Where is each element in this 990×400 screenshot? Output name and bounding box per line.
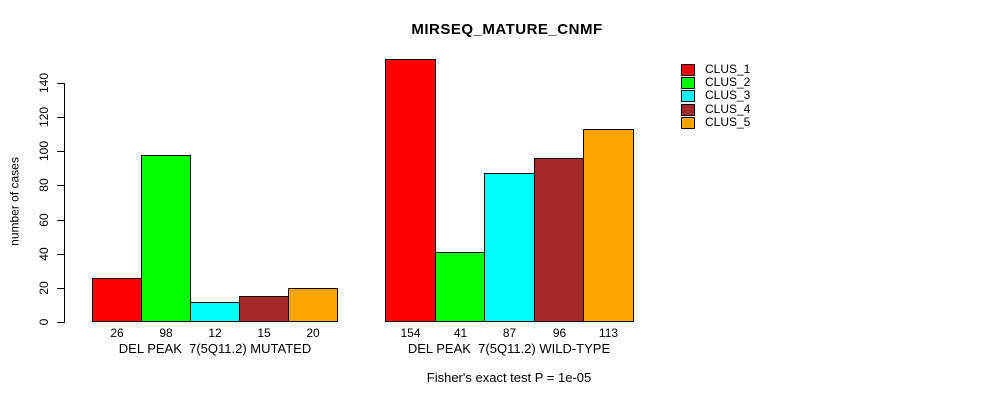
- bar-value-label: 41: [453, 326, 468, 340]
- y-axis-tick-label: 40: [37, 247, 51, 261]
- y-axis-tick: [57, 117, 64, 118]
- y-axis-tick: [57, 322, 64, 323]
- y-axis-tick: [57, 185, 64, 186]
- y-axis-tick: [57, 83, 64, 84]
- y-axis-tick: [57, 254, 64, 255]
- chart-title: MIRSEQ_MATURE_CNMF: [411, 21, 603, 38]
- y-axis-tick-label: 140: [37, 72, 51, 94]
- y-axis-label: number of cases: [7, 157, 22, 246]
- y-axis-tick-label: 100: [37, 140, 51, 162]
- bar-value-label: 12: [208, 326, 222, 340]
- bar-clus_3-group0: [190, 302, 240, 322]
- bar-value-label: 154: [400, 326, 421, 340]
- legend-item-clus_2: CLUS_2: [681, 76, 750, 89]
- legend-item-clus_1: CLUS_1: [681, 63, 750, 76]
- legend-item-clus_5: CLUS_5: [681, 116, 750, 129]
- legend-label: CLUS_3: [705, 88, 751, 102]
- group-label-wildtype: DEL PEAK 7(5Q11.2) WILD-TYPE: [407, 341, 611, 356]
- legend-swatch-icon: [681, 116, 695, 129]
- bar-clus_1-group0: [92, 278, 142, 322]
- bar-clus_5-group0: [288, 288, 338, 322]
- legend-label: CLUS_5: [705, 115, 751, 129]
- legend-label: CLUS_1: [705, 62, 751, 76]
- bar-clus_5-group1: [583, 129, 634, 322]
- y-axis-tick-label: 0: [37, 318, 51, 326]
- y-axis-tick: [57, 220, 64, 221]
- bar-clus_2-group1: [435, 252, 486, 322]
- legend-item-clus_3: CLUS_3: [681, 89, 750, 102]
- bar-value-label: 26: [110, 326, 124, 340]
- bar-clus_4-group1: [534, 158, 585, 322]
- y-axis-tick: [57, 288, 64, 289]
- bar-clus_2-group0: [141, 155, 191, 322]
- bar-value-label: 96: [552, 326, 567, 340]
- bar-clus_4-group0: [239, 296, 289, 322]
- legend-swatch-icon: [681, 63, 695, 76]
- group-label-mutated: DEL PEAK 7(5Q11.2) MUTATED: [118, 341, 312, 356]
- y-axis-line: [64, 83, 65, 323]
- legend-item-clus_4: CLUS_4: [681, 103, 750, 116]
- bar-value-label: 98: [159, 326, 173, 340]
- bar-value-label: 87: [502, 326, 517, 340]
- bar-clus_1-group1: [385, 59, 436, 322]
- bar-value-label: 15: [257, 326, 271, 340]
- legend-swatch-icon: [681, 76, 695, 89]
- legend-swatch-icon: [681, 103, 695, 116]
- bar-clus_3-group1: [484, 173, 535, 322]
- bar-value-label: 20: [306, 326, 320, 340]
- bar-value-label: 113: [598, 326, 619, 340]
- y-axis-tick: [57, 151, 64, 152]
- legend-label: CLUS_4: [705, 102, 751, 116]
- legend-swatch-icon: [681, 89, 695, 102]
- legend-label: CLUS_2: [705, 75, 751, 89]
- y-axis-tick-label: 80: [37, 178, 51, 192]
- fisher-test-caption: Fisher's exact test P = 1e-05: [426, 370, 592, 385]
- y-axis-tick-label: 120: [37, 106, 51, 128]
- y-axis-tick-label: 60: [37, 213, 51, 227]
- y-axis-tick-label: 20: [37, 281, 51, 295]
